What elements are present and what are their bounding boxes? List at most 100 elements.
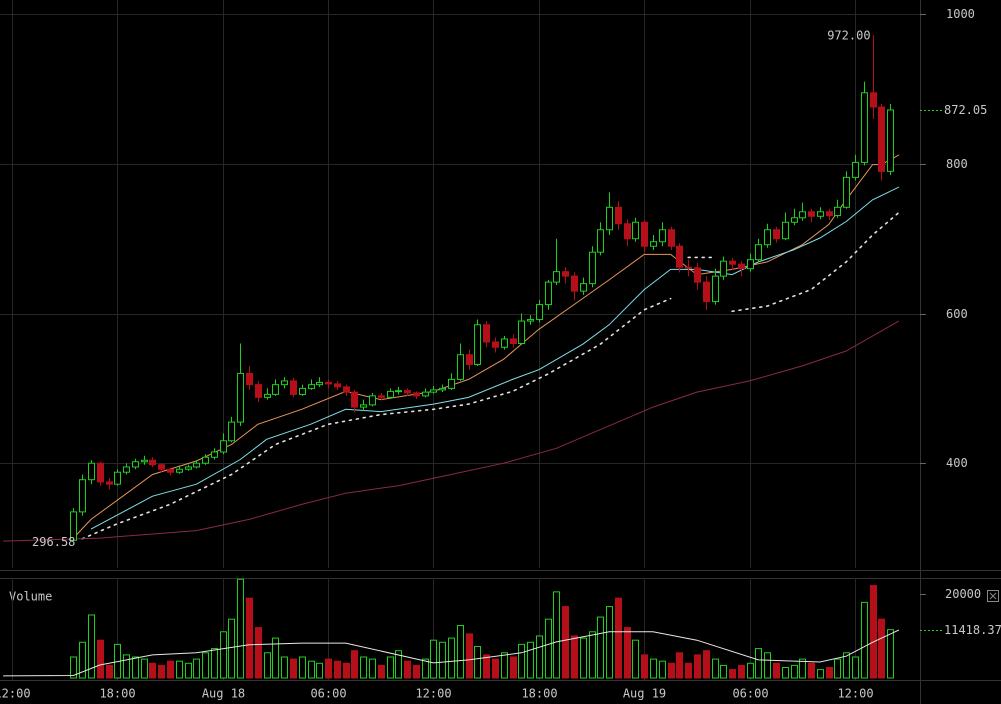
volume-bar xyxy=(773,662,780,679)
close-button[interactable] xyxy=(987,590,999,602)
candle-body xyxy=(88,462,95,481)
volume-bar xyxy=(852,656,859,679)
volume-bar xyxy=(606,606,613,679)
candle-body xyxy=(334,383,341,388)
volume-bar xyxy=(703,650,710,679)
volume-bar xyxy=(202,652,209,679)
candle-body xyxy=(483,324,490,343)
candle-body xyxy=(378,395,385,398)
volume-bar xyxy=(106,664,113,679)
x-tick-label: 12:00 xyxy=(415,687,451,701)
volume-bar xyxy=(167,660,174,679)
candle-body xyxy=(316,381,323,386)
candle-body xyxy=(580,283,587,292)
candle-body xyxy=(97,462,104,483)
low-label: 296.58 xyxy=(32,535,75,549)
volume-bar xyxy=(316,662,323,679)
volume-bar xyxy=(720,664,727,679)
candle-body xyxy=(808,211,815,217)
volume-bar xyxy=(88,614,95,679)
candle-body xyxy=(870,92,877,108)
candle-body xyxy=(246,372,253,386)
candle-body xyxy=(641,221,648,247)
candle-body xyxy=(448,378,455,389)
candle-body xyxy=(439,387,446,391)
volume-bar xyxy=(387,656,394,679)
candle-body xyxy=(747,259,754,270)
volume-bar xyxy=(299,656,306,679)
volume-bar xyxy=(378,664,385,679)
candle-body xyxy=(887,109,894,172)
close-icon[interactable] xyxy=(989,592,997,600)
candle-body xyxy=(650,241,657,247)
volume-bar xyxy=(123,654,130,679)
volume-bar xyxy=(351,650,358,679)
y-tick-label: 1000 xyxy=(946,7,975,21)
candle-body xyxy=(387,390,394,398)
volume-bar xyxy=(694,654,701,679)
volume-bar xyxy=(176,660,183,679)
volume-bar xyxy=(395,650,402,679)
candle-body xyxy=(659,229,666,243)
x-tick-label: 18:00 xyxy=(521,687,557,701)
volume-bar xyxy=(817,669,824,679)
volume-bar xyxy=(624,627,631,679)
indicator-line xyxy=(3,320,900,542)
volume-bar xyxy=(466,633,473,679)
candle-body xyxy=(281,380,288,386)
candle-body xyxy=(422,391,429,397)
volume-bar xyxy=(553,591,560,679)
volume-bar xyxy=(193,658,200,679)
candle-body xyxy=(817,211,824,217)
volume-bar xyxy=(149,662,156,679)
volume-bar xyxy=(562,606,569,679)
candle-body xyxy=(211,451,218,458)
volume-bar xyxy=(755,648,762,679)
volume-bar xyxy=(659,660,666,679)
candle-body xyxy=(176,468,183,473)
candle-body xyxy=(878,106,885,172)
volume-bar xyxy=(791,664,798,679)
volume-bar xyxy=(887,629,894,679)
volume-bar xyxy=(650,658,657,679)
candle-body xyxy=(70,511,77,541)
volume-bar xyxy=(799,658,806,679)
candle-body xyxy=(466,354,473,365)
volume-bar xyxy=(668,662,675,679)
volume-bar xyxy=(211,648,218,679)
volume-bar xyxy=(413,664,420,679)
candle-body xyxy=(703,281,710,303)
candle-body xyxy=(474,324,481,365)
candle-body xyxy=(791,217,798,223)
candle-body xyxy=(668,229,675,247)
candle-body xyxy=(123,466,130,473)
candle-body xyxy=(826,211,833,217)
volume-bar xyxy=(281,656,288,679)
volume-bar xyxy=(97,639,104,679)
y-tick-label: 600 xyxy=(946,307,968,321)
candle-body xyxy=(571,275,578,292)
volume-bar xyxy=(474,645,481,679)
candle-body xyxy=(738,263,745,270)
candle-body xyxy=(158,464,165,470)
volume-ma-line xyxy=(3,629,900,677)
candle-body xyxy=(624,223,631,240)
candle-body xyxy=(457,354,464,380)
volume-bar xyxy=(255,627,262,679)
volume-bar xyxy=(264,652,271,679)
volume-bar xyxy=(246,597,253,679)
candle-body xyxy=(589,251,596,285)
candle-body xyxy=(202,456,209,464)
candle-body xyxy=(799,211,806,219)
candle-body xyxy=(510,338,517,344)
candle-body xyxy=(492,341,499,348)
candle-body xyxy=(632,221,639,240)
candle-body xyxy=(501,338,508,348)
volume-bar xyxy=(237,578,244,679)
volume-bar xyxy=(878,618,885,679)
candle-body xyxy=(545,281,552,306)
indicator-line xyxy=(73,154,900,539)
volume-bar xyxy=(843,652,850,679)
candle-body xyxy=(676,245,683,268)
